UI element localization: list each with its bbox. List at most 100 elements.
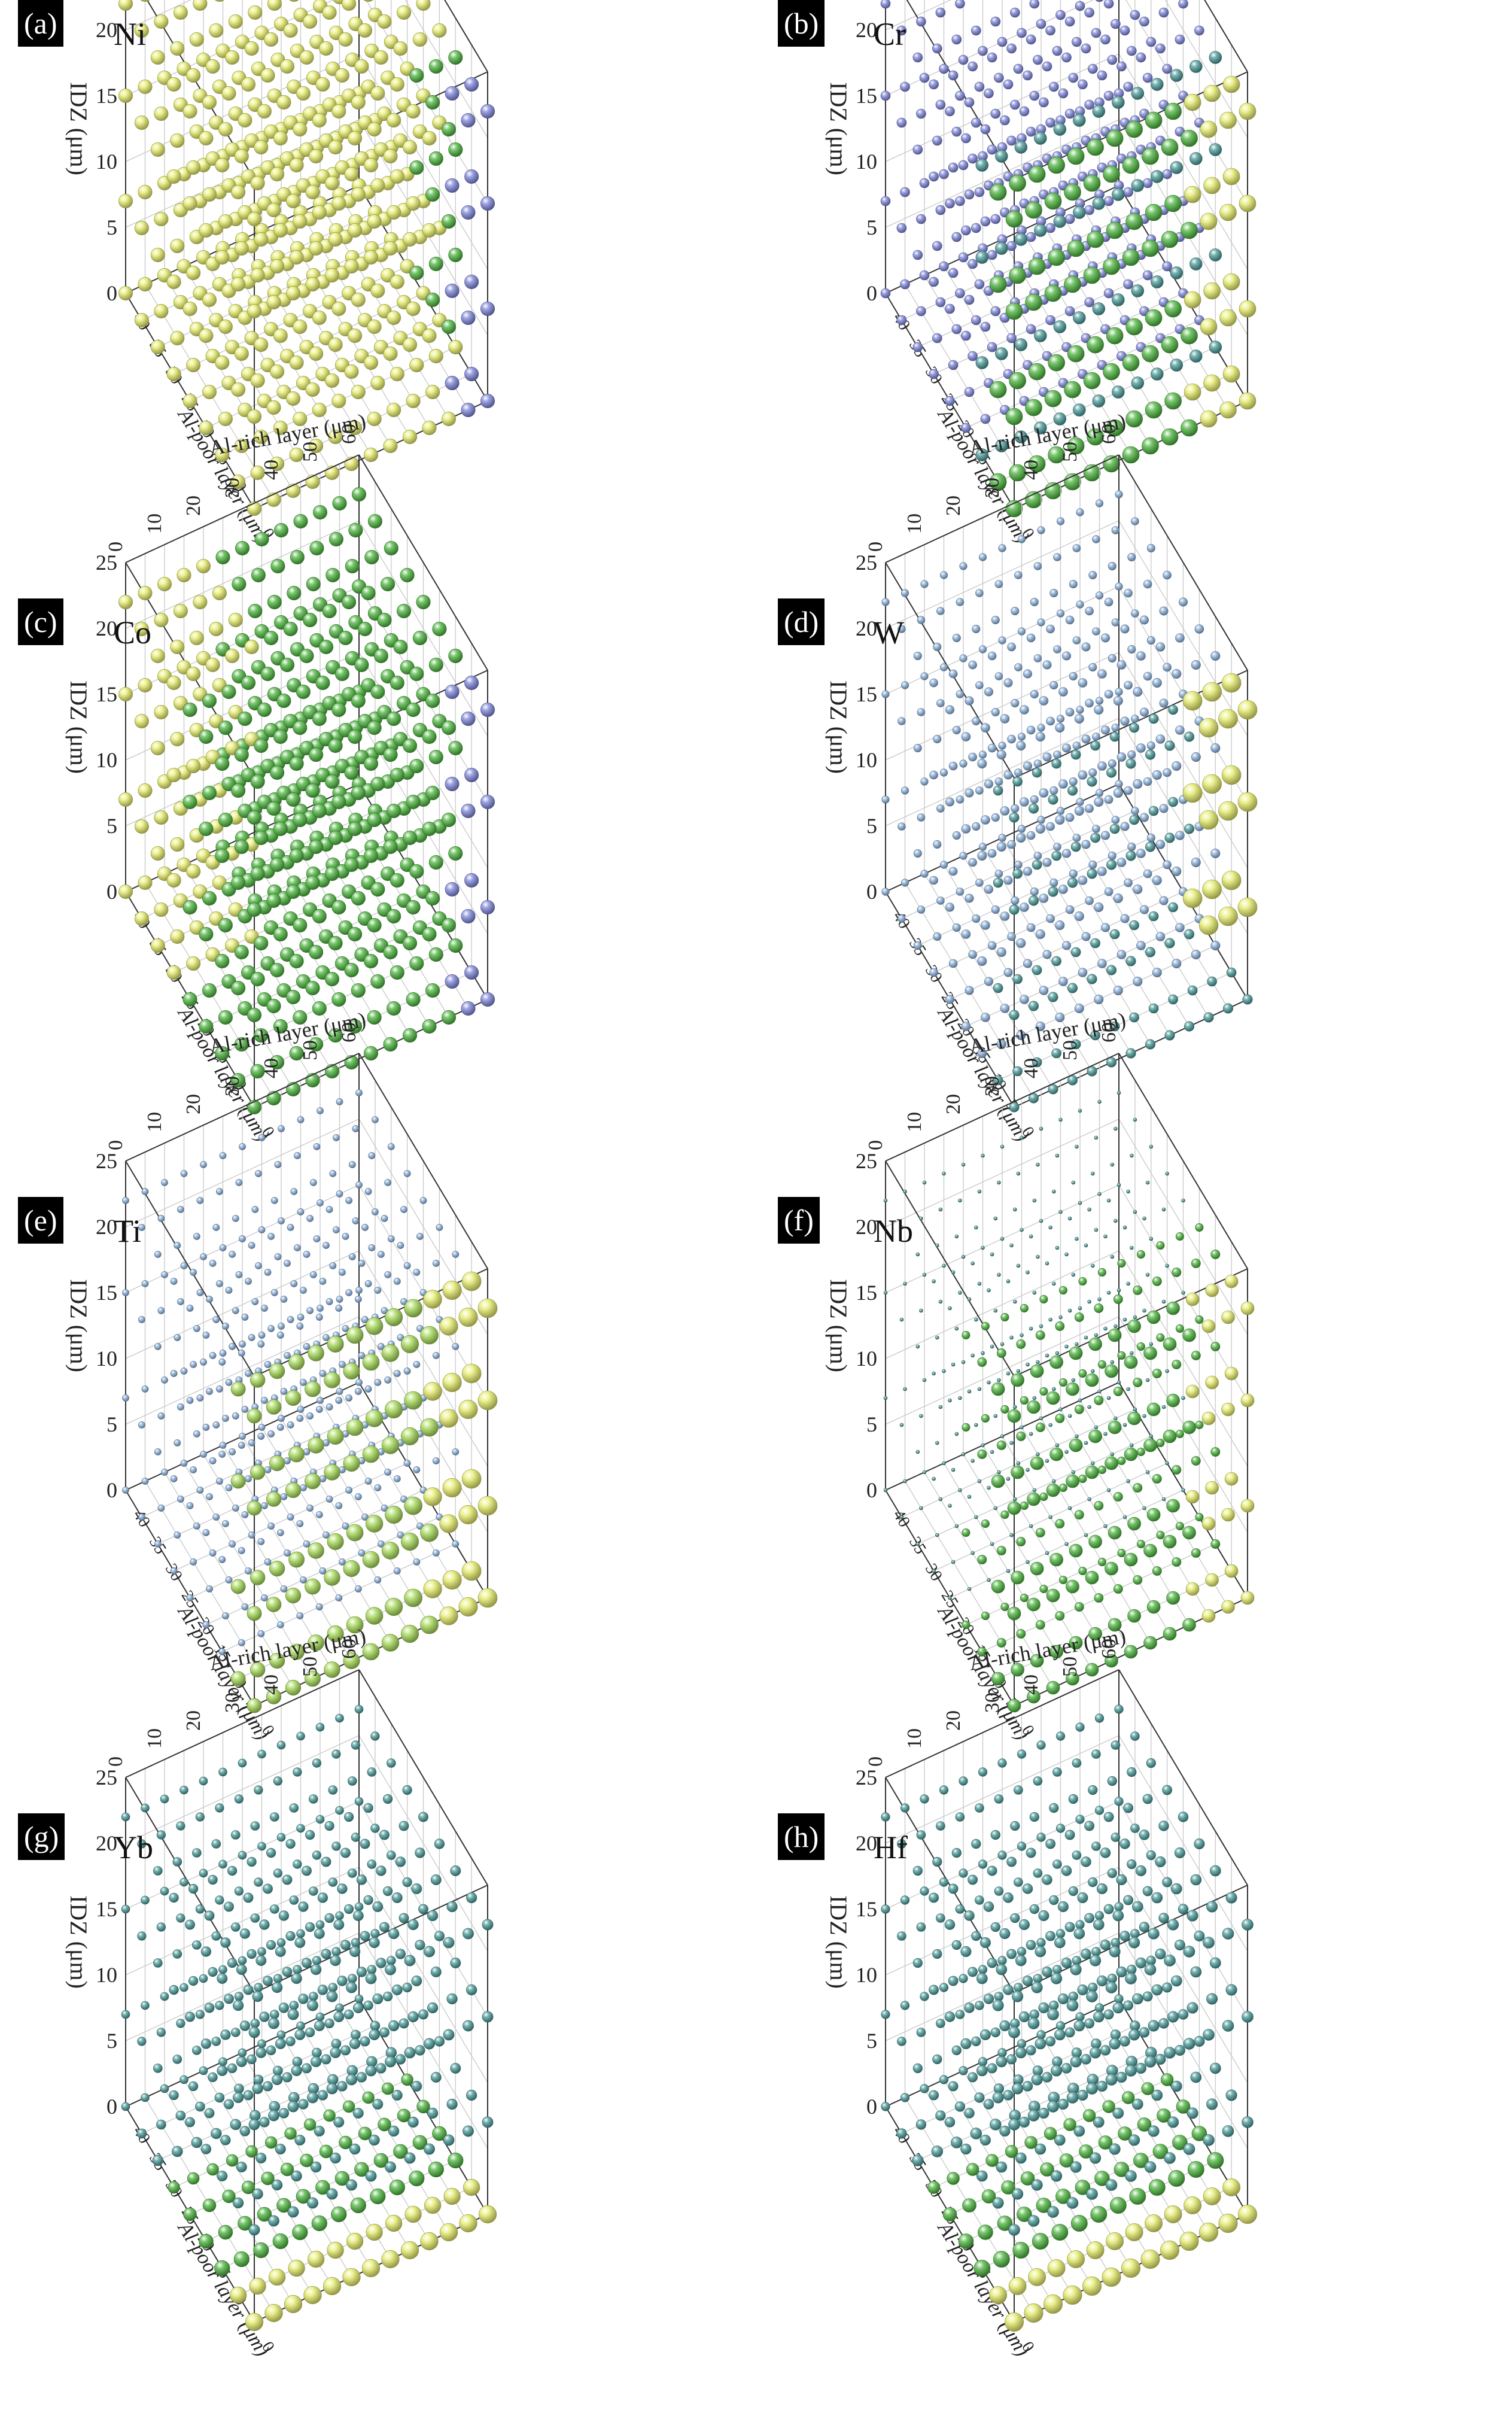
data-point [411,1883,422,1894]
data-point [273,926,288,941]
data-point [169,2090,179,2101]
data-point [245,1278,252,1285]
data-point [193,1430,200,1438]
data-point [370,2020,381,2031]
data-point [370,86,385,101]
data-point [477,1588,498,1608]
data-point [1115,582,1123,591]
data-point [1032,1488,1037,1493]
data-point [1185,1490,1200,1504]
data-point [350,2197,366,2214]
data-point [293,1152,301,1159]
data-point [1146,833,1155,842]
data-point [1166,1591,1180,1605]
grid-line [358,520,488,737]
data-point [987,1578,991,1582]
data-point [1123,1803,1134,1813]
data-point [283,621,298,636]
data-point [1198,718,1219,738]
data-point [1078,968,1088,977]
data-point [945,797,954,807]
data-point [185,2117,195,2128]
data-point [390,767,404,782]
data-point [224,1901,234,1912]
data-point [287,1514,294,1521]
data-point [1031,1982,1043,1993]
data-point [138,678,153,693]
data-point [206,1296,213,1303]
data-point [989,2286,1008,2304]
data-point [1200,120,1218,138]
data-point [364,1188,372,1195]
data-point [1033,852,1042,860]
data-point [1206,2098,1218,2110]
data-point [1048,1515,1052,1519]
data-markers [121,1704,497,2332]
data-point [961,133,971,144]
data-point [258,1134,266,1141]
data-point [324,971,339,986]
data-point [1046,1483,1060,1497]
data-point [289,953,304,968]
data-point [1016,741,1026,751]
data-point [1008,2026,1020,2038]
data-point [994,870,1003,878]
data-point [1046,1588,1060,1603]
data-point [981,1322,990,1331]
data-point [967,1587,972,1591]
data-point [339,2135,352,2150]
data-point [384,1469,391,1476]
data-point [364,1280,372,1287]
data-point [1012,1207,1017,1212]
x-tick-label: 50 [299,442,321,462]
data-point [1190,1874,1202,1886]
data-point [319,1567,327,1575]
data-point [160,2084,169,2093]
data-point [945,705,954,715]
data-point [1133,1407,1137,1412]
data-point [975,356,988,369]
data-point [402,1877,412,1888]
data-point [1151,367,1164,381]
data-point [990,1252,994,1257]
data-point [269,1652,285,1669]
data-point [900,2001,910,2010]
data-point [482,1919,494,1931]
data-point [303,14,318,29]
data-point [1005,302,1023,320]
data-point [1063,2118,1076,2131]
data-point [218,1556,226,1563]
data-markers [881,1704,1257,2332]
data-point [995,439,1008,452]
data-point [1148,1003,1159,1014]
data-point [209,1260,217,1267]
data-point [186,864,201,879]
data-point [309,438,324,453]
x-tick-label: 20 [942,496,965,516]
data-point [1144,1964,1157,1976]
data-point [291,2065,302,2077]
data-point [936,1821,945,1831]
data-point [275,1946,286,1957]
data-point [975,879,984,887]
data-point [1006,135,1017,146]
data-point [996,1440,1006,1450]
data-point [1103,1904,1114,1914]
data-point [1189,152,1203,165]
data-point [1032,1396,1037,1400]
data-point [311,1964,322,1976]
data-point [297,1208,305,1215]
data-point [1158,1821,1169,1831]
data-point [327,2241,344,2259]
data-point [239,1928,251,1939]
data-point [169,1892,179,1903]
data-point [170,837,185,852]
data-point [1042,61,1052,72]
data-point [273,523,288,538]
data-point [154,1540,162,1548]
data-point [1142,1308,1146,1313]
data-point [361,1224,369,1231]
data-point [965,788,974,798]
data-point [962,2198,976,2213]
